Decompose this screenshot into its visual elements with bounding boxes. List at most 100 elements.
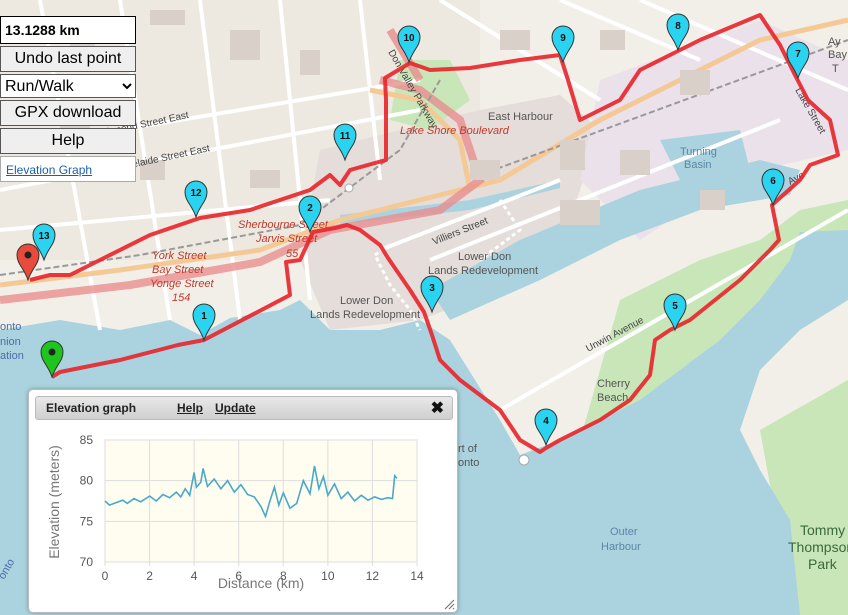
distance-readout: 13.1288 km bbox=[0, 16, 136, 44]
elevation-chart: 70 75 80 85 0 2 4 6 8 10 12 14 Distance (km) Eleva… bbox=[46, 433, 424, 591]
map-pin-icon bbox=[16, 243, 40, 282]
route-line bbox=[29, 13, 840, 454]
label-toronto-a: onto bbox=[0, 321, 21, 333]
map-pin-icon bbox=[32, 223, 56, 262]
label-lower-don-2a: Lower Don bbox=[340, 295, 393, 307]
keating-channel bbox=[340, 180, 560, 224]
label-154: 154 bbox=[172, 292, 190, 304]
label-t: T bbox=[832, 63, 839, 75]
map-pin-icon bbox=[184, 180, 208, 219]
end-marker[interactable] bbox=[16, 243, 40, 282]
route-marker-5[interactable]: 5 bbox=[663, 293, 687, 332]
tommy-park-area bbox=[760, 380, 848, 615]
label-harbour: Harbour bbox=[601, 541, 641, 553]
route-controls: 13.1288 km Undo last point Run/Walk GPX … bbox=[0, 16, 136, 182]
chart-y-axis-label: Elevation (meters) bbox=[46, 445, 62, 559]
label-toronto: onto bbox=[458, 457, 479, 469]
marker-number: 8 bbox=[675, 21, 681, 32]
map-pin-icon bbox=[192, 303, 216, 342]
x-tick-label: 8 bbox=[280, 569, 287, 583]
marker-number: 1 bbox=[201, 311, 207, 322]
route-marker-11[interactable]: 11 bbox=[333, 123, 357, 162]
route-marker-8[interactable]: 8 bbox=[666, 13, 690, 52]
marker-number: 4 bbox=[543, 416, 549, 427]
route-marker-2[interactable]: 2 bbox=[298, 195, 322, 234]
label-station: ation bbox=[0, 350, 24, 362]
major-roads bbox=[0, 17, 848, 288]
chart-x-ticks: 0 2 4 6 8 10 12 14 bbox=[102, 569, 424, 583]
route-marker-7[interactable]: 7 bbox=[786, 41, 810, 80]
marker-number: 3 bbox=[429, 283, 435, 294]
route-waypoint[interactable] bbox=[518, 454, 530, 466]
marker-dot bbox=[24, 251, 32, 259]
activity-mode-select[interactable]: Run/Walk bbox=[0, 74, 136, 98]
route-marker-4[interactable]: 4 bbox=[534, 408, 558, 447]
gpx-download-button[interactable]: GPX download bbox=[0, 100, 136, 126]
x-tick-label: 12 bbox=[366, 569, 380, 583]
x-tick-label: 4 bbox=[191, 569, 198, 583]
label-port-of: rt of bbox=[458, 443, 478, 455]
label-lower-don-2b: Lands Redevelopment bbox=[310, 309, 420, 321]
x-tick-label: 6 bbox=[235, 569, 242, 583]
map-pin-icon bbox=[551, 25, 575, 64]
label-cherry: Cherry bbox=[597, 378, 631, 390]
x-tick-label: 10 bbox=[321, 569, 335, 583]
elevation-panel-header[interactable]: Elevation graph Help Update ✖ bbox=[35, 396, 453, 420]
marker-number: 6 bbox=[770, 176, 776, 187]
help-button[interactable]: Help bbox=[0, 128, 136, 154]
resize-handle-icon[interactable] bbox=[443, 598, 455, 610]
route-marker-1[interactable]: 1 bbox=[192, 303, 216, 342]
elevation-help-link[interactable]: Help bbox=[177, 401, 204, 415]
marker-number: 10 bbox=[403, 33, 415, 44]
undo-last-point-button[interactable]: Undo last point bbox=[0, 46, 136, 72]
marker-number: 7 bbox=[795, 49, 801, 60]
label-beach: Beach bbox=[597, 392, 628, 404]
marker-number: 2 bbox=[307, 203, 313, 214]
label-55: 55 bbox=[286, 248, 299, 260]
map-pin-icon bbox=[420, 275, 444, 314]
label-basin: Basin bbox=[684, 159, 712, 171]
route-marker-13[interactable]: 13 bbox=[32, 223, 56, 262]
elevation-link-box: Elevation Graph bbox=[0, 156, 136, 182]
label-bay: Bay Street bbox=[152, 264, 204, 276]
start-marker[interactable] bbox=[40, 340, 64, 379]
elevation-update-link[interactable]: Update bbox=[215, 401, 256, 415]
map-pin-icon bbox=[786, 41, 810, 80]
x-tick-label: 0 bbox=[102, 569, 109, 583]
route-marker-10[interactable]: 10 bbox=[397, 25, 421, 64]
label-east-harbour: East Harbour bbox=[488, 111, 553, 123]
y-tick-label: 85 bbox=[80, 433, 94, 447]
highways bbox=[0, 27, 485, 304]
route-marker-9[interactable]: 9 bbox=[551, 25, 575, 64]
close-icon[interactable]: ✖ bbox=[430, 400, 444, 417]
chart-grid bbox=[104, 439, 418, 566]
map-pin-icon bbox=[333, 123, 357, 162]
label-turning: Turning bbox=[680, 146, 717, 158]
marker-number: 12 bbox=[190, 188, 202, 199]
label-bay2: Bay bbox=[828, 49, 847, 61]
elevation-graph-link[interactable]: Elevation Graph bbox=[6, 163, 93, 177]
chart-plot-area bbox=[104, 439, 418, 563]
marker-dot bbox=[48, 348, 56, 356]
map-pin-icon bbox=[298, 195, 322, 234]
label-yonge: Yonge Street bbox=[150, 278, 215, 290]
chart-y-ticks: 70 75 80 85 bbox=[80, 433, 94, 569]
footpath-2 bbox=[479, 199, 523, 262]
marker-number: 13 bbox=[38, 231, 50, 242]
route-marker-3[interactable]: 3 bbox=[420, 275, 444, 314]
y-tick-label: 80 bbox=[80, 474, 94, 488]
map-pin-icon bbox=[534, 408, 558, 447]
label-park: Park bbox=[808, 556, 838, 572]
label-lower-don-1a: Lower Don bbox=[458, 251, 511, 263]
elevation-panel-title: Elevation graph bbox=[46, 401, 137, 415]
label-outer: Outer bbox=[610, 526, 638, 538]
route-marker-6[interactable]: 6 bbox=[761, 168, 785, 207]
route-waypoint-2[interactable] bbox=[344, 183, 354, 193]
label-thompson: Thompson bbox=[788, 539, 848, 555]
elevation-panel: Elevation graph Help Update ✖ 70 75 80 85 0… bbox=[28, 389, 458, 613]
map-pin-icon bbox=[40, 340, 64, 379]
route-marker-12[interactable]: 12 bbox=[184, 180, 208, 219]
footpath bbox=[373, 243, 422, 331]
chart-x-axis-label: Distance (km) bbox=[218, 575, 304, 591]
label-york: York Street bbox=[152, 250, 207, 262]
